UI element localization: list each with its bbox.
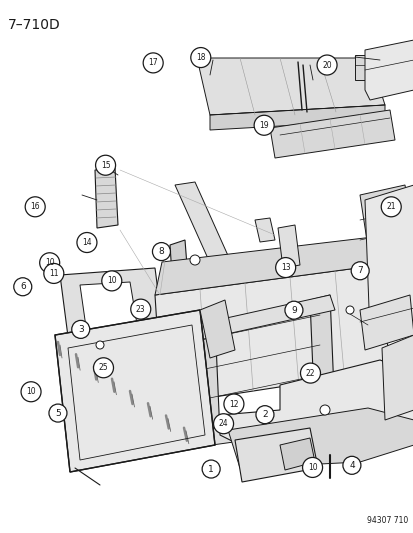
Polygon shape [60,268,165,352]
Text: 12: 12 [229,400,238,408]
Circle shape [71,320,90,338]
Text: 10: 10 [107,277,116,285]
Circle shape [96,341,104,349]
Polygon shape [359,295,413,350]
Circle shape [284,301,302,319]
Circle shape [131,299,150,319]
Polygon shape [209,105,384,130]
Circle shape [316,55,336,75]
Polygon shape [195,320,219,440]
Text: 22: 22 [305,369,314,377]
Text: 94307 710: 94307 710 [366,516,407,525]
Text: 23: 23 [135,305,145,313]
Polygon shape [228,408,413,468]
Polygon shape [199,300,235,358]
Polygon shape [80,282,138,334]
Polygon shape [197,58,384,115]
Circle shape [345,306,353,314]
Circle shape [49,404,67,422]
Text: 3: 3 [78,325,83,334]
Circle shape [14,278,32,296]
Text: 15: 15 [100,161,110,169]
Text: 1: 1 [208,465,214,473]
Circle shape [143,53,163,73]
Polygon shape [195,295,334,340]
Circle shape [380,197,400,217]
Polygon shape [154,235,389,295]
Text: 11: 11 [49,269,58,278]
Circle shape [190,255,199,265]
Text: 17: 17 [148,59,158,67]
Polygon shape [55,310,214,472]
Text: 25: 25 [98,364,108,372]
Polygon shape [170,240,192,335]
Circle shape [93,358,113,378]
Text: 4: 4 [348,461,354,470]
Polygon shape [154,265,389,405]
Polygon shape [269,110,394,158]
Circle shape [152,243,170,261]
Polygon shape [354,55,399,80]
Polygon shape [309,295,334,420]
Text: 14: 14 [82,238,92,247]
Circle shape [275,257,295,278]
Polygon shape [175,182,230,263]
Text: 20: 20 [321,61,331,69]
Text: 19: 19 [259,121,268,130]
Polygon shape [254,218,274,242]
Text: 2: 2 [261,410,267,419]
Circle shape [77,232,97,253]
Text: 21: 21 [386,203,395,211]
Circle shape [213,414,233,434]
Text: 10: 10 [307,463,317,472]
Circle shape [102,271,121,291]
Text: 7: 7 [356,266,362,275]
Text: 16: 16 [30,203,40,211]
Circle shape [21,382,41,402]
Polygon shape [235,428,317,482]
Circle shape [300,363,320,383]
Text: 10: 10 [26,387,36,396]
Polygon shape [364,40,413,100]
Polygon shape [95,168,118,228]
Circle shape [40,253,59,273]
Circle shape [95,155,115,175]
Polygon shape [381,335,413,420]
Polygon shape [277,225,299,268]
Text: 18: 18 [196,53,205,62]
Circle shape [44,263,64,284]
Circle shape [350,262,368,280]
Circle shape [319,405,329,415]
Text: 9: 9 [290,306,296,314]
Polygon shape [279,438,314,470]
Circle shape [254,115,273,135]
Polygon shape [359,185,413,260]
Text: 5: 5 [55,409,61,417]
Text: 7–710D: 7–710D [8,18,61,32]
Text: 6: 6 [20,282,26,291]
Circle shape [202,460,220,478]
Polygon shape [199,415,319,446]
Text: 24: 24 [218,419,228,428]
Text: 13: 13 [280,263,290,272]
Polygon shape [219,360,413,450]
Text: 10: 10 [45,259,55,267]
Polygon shape [364,185,413,335]
Circle shape [255,406,273,424]
Text: 8: 8 [158,247,164,256]
Circle shape [223,394,243,414]
Circle shape [342,456,360,474]
Circle shape [25,197,45,217]
Circle shape [302,457,322,478]
Circle shape [190,47,210,68]
